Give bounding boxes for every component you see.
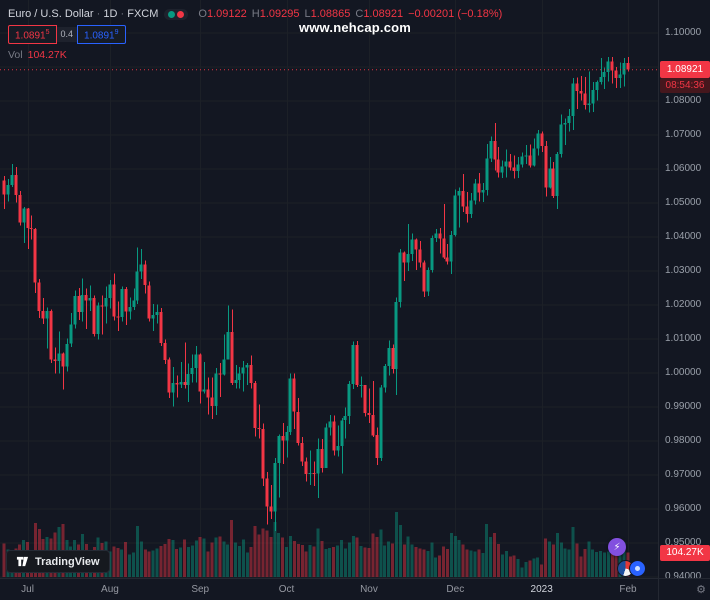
close-value: 1.08921 bbox=[363, 8, 404, 20]
time-axis[interactable]: Jul Aug Sep Oct Nov Dec 2023 Feb bbox=[0, 578, 658, 600]
symbol-description[interactable]: Euro / U.S. Dollar · 1D · FXCM bbox=[8, 8, 158, 20]
lightning-icon: ⚡ bbox=[613, 541, 621, 553]
interval-label: 1D bbox=[103, 8, 118, 20]
price-axis-label: 1.10000 bbox=[665, 27, 702, 38]
settings-gear-icon[interactable]: ⚙ bbox=[696, 584, 706, 596]
separator: · bbox=[120, 8, 125, 20]
price-axis-label: 1.03000 bbox=[665, 265, 702, 276]
tradingview-logo-icon bbox=[16, 556, 29, 567]
price-axis-label: 1.04000 bbox=[665, 231, 702, 242]
price-axis-label: 1.06000 bbox=[665, 163, 702, 174]
time-axis-label[interactable]: 2023 bbox=[530, 584, 553, 595]
quote-panel: 1.08915 0.4 1.08919 bbox=[8, 24, 502, 45]
tradingview-logo-chip[interactable]: TradingView bbox=[6, 550, 110, 573]
price-axis-label: 0.98000 bbox=[665, 435, 702, 446]
time-axis-label[interactable]: Jul bbox=[21, 584, 34, 595]
sell-button[interactable]: 1.08915 bbox=[8, 24, 57, 45]
axis-corner: ⚙ bbox=[658, 578, 710, 600]
candlestick-chart[interactable] bbox=[0, 0, 658, 578]
last-price-badge: 1.08921 bbox=[660, 61, 710, 79]
volume-value: 104.27K bbox=[27, 49, 67, 61]
spread-value: 0.4 bbox=[56, 27, 78, 42]
time-axis-label[interactable]: Aug bbox=[101, 584, 119, 595]
legend: Euro / U.S. Dollar · 1D · FXCM O1.09122 … bbox=[8, 6, 502, 61]
open-value: 1.09122 bbox=[206, 8, 247, 20]
broker-buttons[interactable] bbox=[617, 560, 646, 577]
volume-label: Vol bbox=[8, 49, 23, 61]
symbol-name: Euro / U.S. Dollar bbox=[8, 8, 94, 20]
buy-button[interactable]: 1.08919 bbox=[77, 24, 126, 45]
time-axis-label[interactable]: Nov bbox=[360, 584, 378, 595]
green-dot-icon bbox=[168, 10, 176, 18]
time-axis-label[interactable]: Oct bbox=[278, 584, 295, 595]
price-axis-label: 0.97000 bbox=[665, 469, 702, 480]
last-volume-badge: 104.27K bbox=[660, 544, 710, 561]
watermark: www.nehcap.com bbox=[298, 20, 412, 35]
high-value: 1.09295 bbox=[259, 8, 300, 20]
time-axis-label[interactable]: Feb bbox=[619, 584, 637, 595]
quick-actions-button[interactable]: ⚡ bbox=[608, 538, 626, 556]
price-axis[interactable]: 1.08921 08:54:36 104.27K 1.100001.090001… bbox=[658, 0, 710, 582]
price-axis-label: 1.07000 bbox=[665, 129, 702, 140]
bar-countdown-badge: 08:54:36 bbox=[660, 78, 710, 94]
ohlc-values: O1.09122 H1.09295 L1.08865 C1.08921 −0.0… bbox=[198, 8, 503, 20]
volume-indicator-legend[interactable]: Vol 104.27K bbox=[8, 49, 502, 61]
price-axis-label: 0.94000 bbox=[665, 571, 702, 582]
price-axis-label: 0.96000 bbox=[665, 503, 702, 514]
price-axis-label: 1.05000 bbox=[665, 197, 702, 208]
price-axis-label: 1.00000 bbox=[665, 367, 702, 378]
time-axis-label[interactable]: Dec bbox=[446, 584, 465, 595]
tradingview-logo-text: TradingView bbox=[35, 555, 100, 568]
price-axis-label: 0.99000 bbox=[665, 401, 702, 412]
exchange-label: FXCM bbox=[127, 8, 159, 20]
red-dot-icon bbox=[177, 10, 185, 18]
broker-icon-secondary bbox=[629, 560, 646, 577]
change-value: −0.00201 (−0.18%) bbox=[408, 8, 503, 20]
price-axis-label: 1.01000 bbox=[665, 333, 702, 344]
price-axis-label: 1.08000 bbox=[665, 95, 702, 106]
buy-sell-marker-toggle[interactable] bbox=[164, 8, 189, 20]
separator: · bbox=[96, 8, 101, 20]
time-axis-label[interactable]: Sep bbox=[191, 584, 210, 595]
price-axis-label: 0.95000 bbox=[665, 537, 702, 548]
price-axis-label: 1.02000 bbox=[665, 299, 702, 310]
low-value: 1.08865 bbox=[310, 8, 351, 20]
